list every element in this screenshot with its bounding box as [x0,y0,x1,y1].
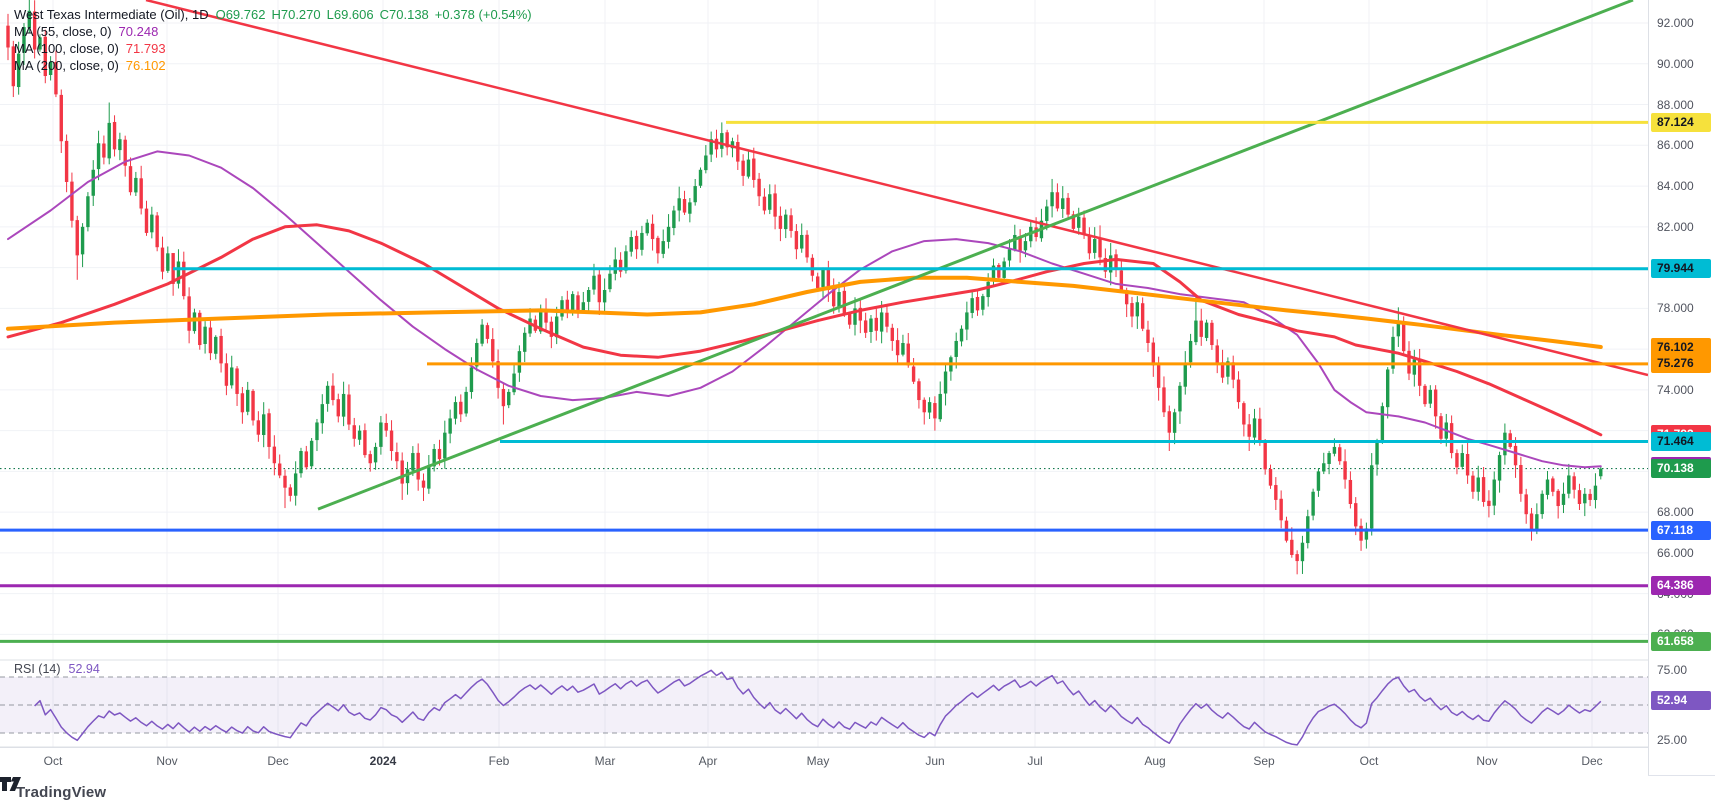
price-label-75.276: 75.276 [1651,354,1711,374]
price-tick-74: 74.000 [1657,382,1694,397]
time-label-Sep[interactable]: Sep [1253,754,1275,768]
price-label-71.464: 71.464 [1651,432,1711,452]
time-label-Jun[interactable]: Jun [925,754,945,768]
time-label-Feb[interactable]: Feb [488,754,510,768]
symbol-legend-row[interactable]: West Texas Intermediate (Oil), 1D O69.76… [14,6,538,23]
time-label-Apr[interactable]: Apr [698,754,718,768]
ma200-label: MA (200, close, 0) [14,58,119,73]
ma200-line[interactable] [6,275,1603,349]
ma55-label: MA (55, close, 0) [14,24,112,39]
price-label-61.658: 61.658 [1651,631,1711,651]
price-label-52.94: 52.94 [1651,691,1711,711]
candlestick-series [6,0,1603,575]
ma100-value: 71.793 [125,41,166,56]
price-tick-68: 68.000 [1657,505,1694,520]
gridlines [0,0,1648,747]
close-value: C70.138 [379,7,429,22]
time-label-Jul[interactable]: Jul [1027,754,1043,768]
time-label-May[interactable]: May [806,754,830,768]
rsi-legend-row[interactable]: RSI (14) 52.94 [14,662,100,676]
time-label-Mar[interactable]: Mar [594,754,616,768]
ma55-value: 70.248 [118,24,159,39]
price-tick-82: 82.000 [1657,219,1694,234]
ohlc-values: O69.762 H70.270 L69.606 C70.138 +0.378 (+0.5… [216,7,538,22]
chart-area[interactable]: West Texas Intermediate (Oil), 1D O69.76… [0,0,1715,776]
rsi-line[interactable] [34,669,1602,746]
ma55-legend-row[interactable]: MA (55, close, 0) 70.248 [14,23,538,40]
ma55-line[interactable] [7,150,1602,469]
ma100-legend-row[interactable]: MA (100, close, 0) 71.793 [14,40,538,57]
price-tick-86: 86.000 [1657,138,1694,153]
price-tick-66: 66.000 [1657,545,1694,560]
time-label-Aug[interactable]: Aug [1144,754,1166,768]
time-label-Dec[interactable]: Dec [267,754,289,768]
rsi-tick-25: 25.00 [1657,733,1688,747]
ma100-label: MA (100, close, 0) [14,41,119,56]
time-label-Oct[interactable]: Oct [1359,754,1379,768]
time-label-Dec[interactable]: Dec [1581,754,1603,768]
main-pane[interactable] [0,0,1648,643]
rsi-pane[interactable] [0,669,1648,746]
change-value: +0.378 (+0.54%) [434,7,532,22]
price-tick-92: 92.000 [1657,16,1694,31]
time-label-Oct[interactable]: Oct [43,754,63,768]
price-label-64.386: 64.386 [1651,576,1711,596]
descending-resistance-trendline[interactable] [145,0,1648,377]
price-label-87.124: 87.124 [1651,112,1711,132]
price-label-76.102: 76.102 [1651,337,1711,357]
rsi-label: RSI (14) [14,662,61,676]
low-value: L69.606 [326,7,374,22]
price-tick-88: 88.000 [1657,97,1694,112]
price-chart-canvas[interactable] [0,0,1715,775]
price-axis[interactable]: 92.00090.00088.00086.00084.00082.00080.0… [1648,0,1715,775]
ma200-legend-row[interactable]: MA (200, close, 0) 76.102 [14,57,538,74]
time-label-Nov[interactable]: Nov [156,754,178,768]
symbol-title[interactable]: West Texas Intermediate (Oil), 1D [14,7,209,22]
ascending-support-trendline[interactable] [317,0,1634,511]
high-value: H70.270 [271,7,321,22]
ma200-value: 76.102 [125,58,166,73]
time-label-2024[interactable]: 2024 [369,754,397,768]
rsi-tick-75: 75.00 [1657,663,1688,677]
price-tick-84: 84.000 [1657,179,1694,194]
time-label-Nov[interactable]: Nov [1476,754,1498,768]
price-tick-90: 90.000 [1657,56,1694,71]
chart-legend: West Texas Intermediate (Oil), 1D O69.76… [14,6,538,74]
price-label-70.138: 70.138 [1651,459,1711,479]
open-value: O69.762 [215,7,266,22]
footer-bar: TradingView [0,775,1715,808]
price-label-79.944: 79.944 [1651,259,1711,279]
ma100-line[interactable] [6,223,1603,437]
time-axis[interactable]: Oct Nov Dec 2024 Feb Mar Apr May Jun Jul Aug Sep Oct… [0,747,1648,776]
price-label-67.118: 67.118 [1651,520,1711,540]
price-tick-78: 78.000 [1657,301,1694,316]
tradingview-brand-text[interactable]: TradingView [16,783,107,801]
rsi-value: 52.94 [68,662,100,676]
tradingview-logo-icon[interactable] [0,776,22,792]
